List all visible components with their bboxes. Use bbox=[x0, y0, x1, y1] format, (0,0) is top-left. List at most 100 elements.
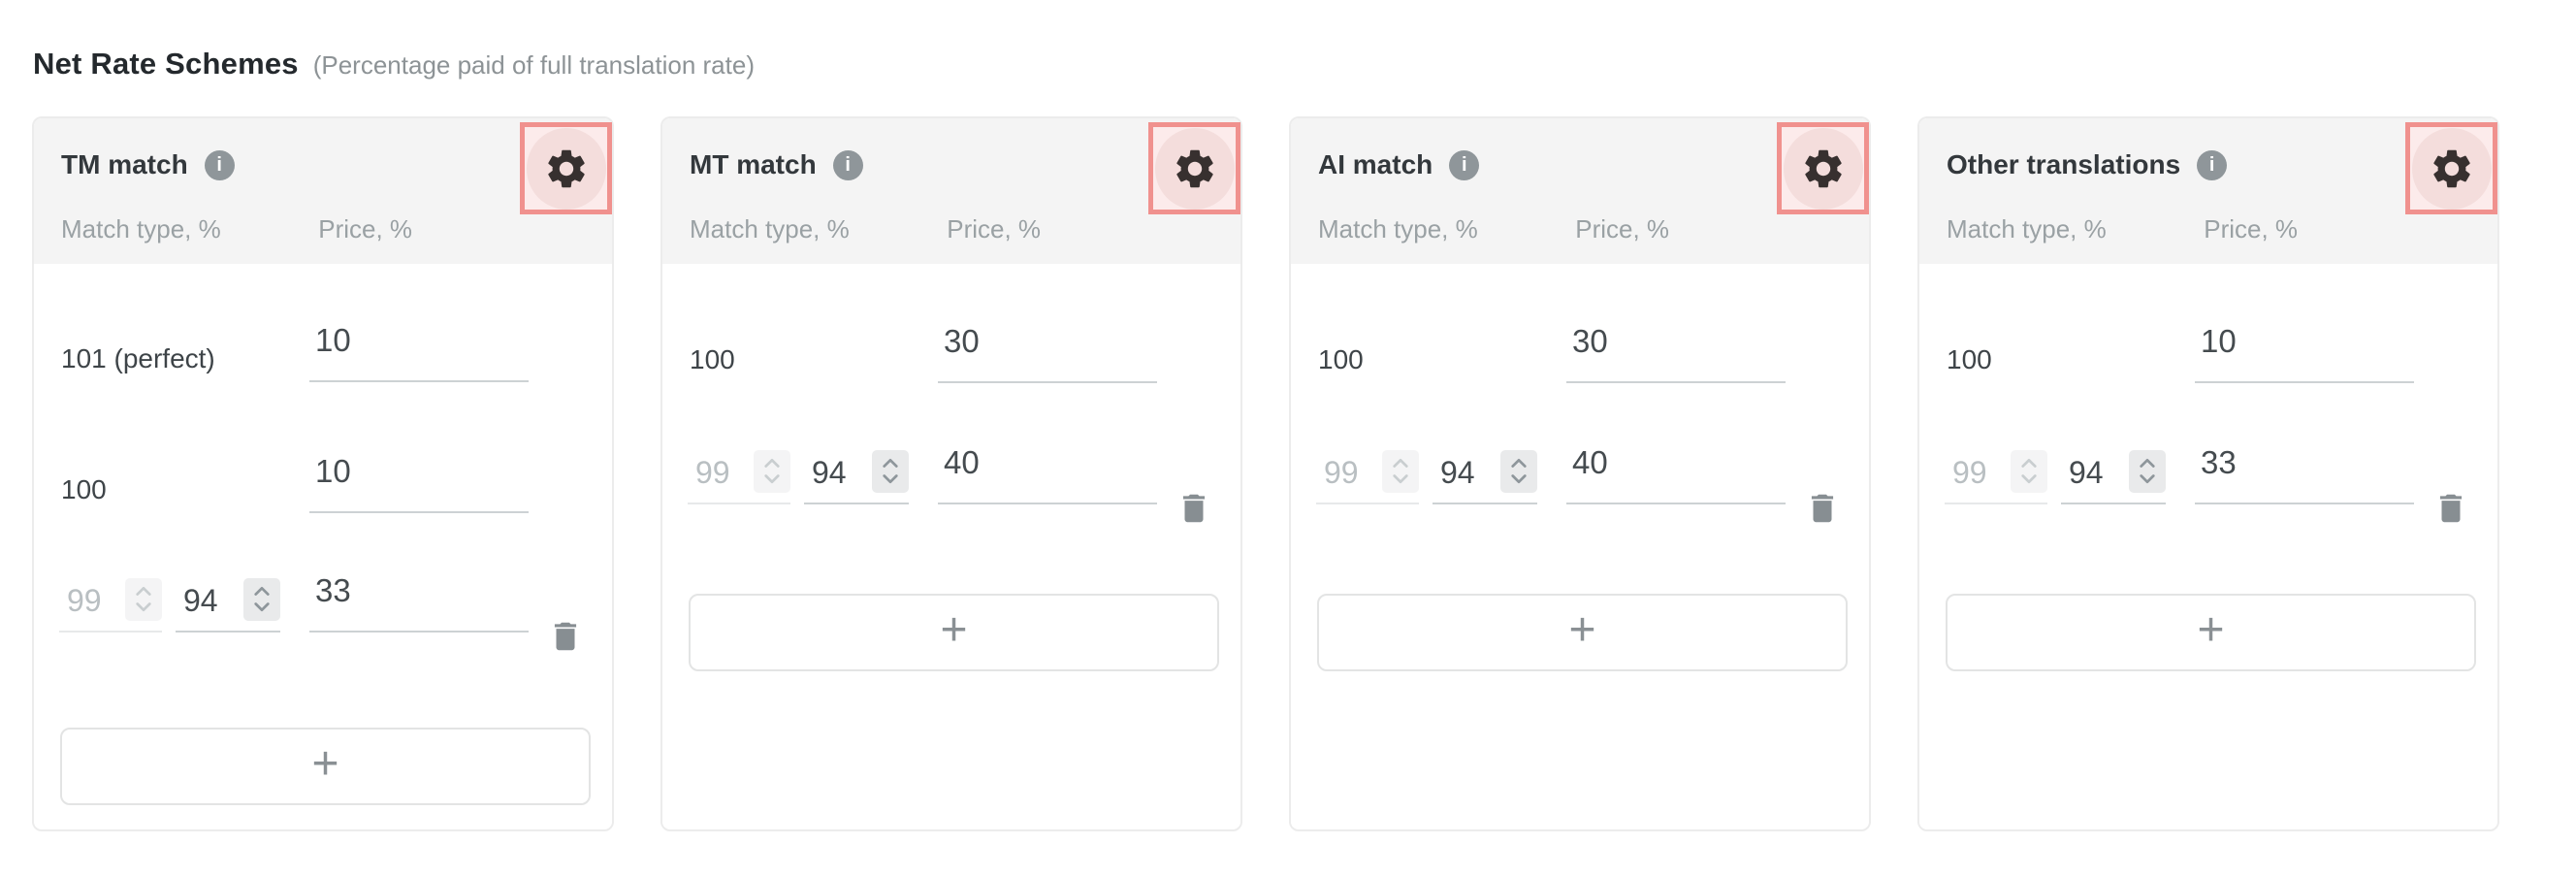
card-title: TM match bbox=[61, 149, 188, 179]
rate-row-range bbox=[1919, 427, 2497, 522]
stepper-to[interactable] bbox=[243, 578, 280, 621]
card-body: 100 bbox=[1291, 264, 1869, 829]
plus-icon: + bbox=[311, 738, 339, 790]
range-from-group bbox=[59, 570, 162, 633]
delete-row-button[interactable] bbox=[1175, 487, 1213, 532]
range-from-input bbox=[688, 455, 752, 503]
column-header-match-type: Match type, % bbox=[61, 214, 221, 243]
column-header-price: Price, % bbox=[1575, 214, 1670, 243]
plus-icon: + bbox=[940, 604, 968, 656]
range-from-group bbox=[1316, 442, 1419, 504]
card-title: AI match bbox=[1318, 149, 1433, 179]
settings-button[interactable] bbox=[520, 122, 612, 214]
rate-row: 100 bbox=[662, 306, 1240, 383]
info-icon[interactable]: i bbox=[2197, 149, 2228, 180]
match-type-label: 101 (perfect) bbox=[61, 343, 215, 373]
rate-card-other-translations: Other translations i Match type, % Price… bbox=[1917, 116, 2499, 831]
price-input[interactable] bbox=[938, 311, 1157, 383]
add-row-button[interactable]: + bbox=[1317, 594, 1848, 671]
card-body: 100 bbox=[1919, 264, 2497, 829]
card-header: MT match i Match type, % Price, % bbox=[662, 118, 1240, 264]
rate-card-tm-match: TM match i Match type, % Price, % 101 (p… bbox=[32, 116, 614, 831]
column-header-match-type: Match type, % bbox=[1318, 214, 1478, 243]
up-down-chevrons-icon bbox=[1511, 458, 1527, 484]
rate-card-ai-match: AI match i Match type, % Price, % 100 bbox=[1289, 116, 1871, 831]
range-to-input[interactable] bbox=[176, 583, 240, 631]
card-header: Other translations i Match type, % Price… bbox=[1919, 118, 2497, 264]
up-down-chevrons-icon bbox=[136, 586, 151, 612]
column-header-match-type: Match type, % bbox=[690, 214, 850, 243]
range-to-group bbox=[176, 570, 280, 633]
trash-icon bbox=[1811, 494, 1834, 522]
gear-highlight-halo bbox=[1783, 127, 1863, 210]
trash-icon bbox=[2439, 494, 2463, 522]
add-row-button[interactable]: + bbox=[60, 728, 591, 805]
match-type-label: 100 bbox=[61, 474, 107, 504]
stepper-to[interactable] bbox=[872, 450, 909, 493]
page-title: Net Rate Schemes bbox=[33, 47, 299, 81]
rate-row: 100 bbox=[1291, 306, 1869, 383]
column-header-price: Price, % bbox=[318, 214, 413, 243]
up-down-chevrons-icon bbox=[2021, 458, 2037, 484]
gear-icon bbox=[2432, 149, 2470, 187]
rate-row-range bbox=[34, 555, 612, 650]
gear-highlight-halo bbox=[2411, 127, 2492, 210]
settings-button[interactable] bbox=[2405, 122, 2497, 214]
card-title: Other translations bbox=[1947, 149, 2181, 179]
rate-row: 100 bbox=[34, 436, 612, 513]
price-input[interactable] bbox=[938, 433, 1157, 504]
price-input[interactable] bbox=[1566, 433, 1786, 504]
range-to-group bbox=[1433, 442, 1537, 504]
delete-row-button[interactable] bbox=[2431, 487, 2470, 532]
card-body: 101 (perfect) 100 bbox=[34, 264, 612, 829]
gear-highlight-halo bbox=[1154, 127, 1235, 210]
match-type-label: 100 bbox=[690, 344, 735, 374]
range-to-input[interactable] bbox=[2061, 455, 2125, 503]
gear-icon bbox=[547, 149, 585, 187]
settings-button[interactable] bbox=[1148, 122, 1240, 214]
price-input[interactable] bbox=[2195, 433, 2414, 504]
plus-icon: + bbox=[1568, 604, 1596, 656]
gear-icon bbox=[1175, 149, 1213, 187]
stepper-from bbox=[125, 578, 162, 621]
stepper-from bbox=[1382, 450, 1419, 493]
range-from-input bbox=[1316, 455, 1380, 503]
price-input[interactable] bbox=[2195, 311, 2414, 383]
stepper-to[interactable] bbox=[2129, 450, 2166, 493]
settings-button[interactable] bbox=[1777, 122, 1869, 214]
trash-icon bbox=[554, 622, 577, 650]
range-to-input[interactable] bbox=[804, 455, 868, 503]
add-row-button[interactable]: + bbox=[689, 594, 1219, 671]
range-to-input[interactable] bbox=[1433, 455, 1497, 503]
up-down-chevrons-icon bbox=[1393, 458, 1408, 484]
delete-row-button[interactable] bbox=[1803, 487, 1842, 532]
price-input[interactable] bbox=[309, 561, 529, 633]
range-from-group bbox=[688, 442, 790, 504]
match-type-label: 100 bbox=[1318, 344, 1364, 374]
info-icon[interactable]: i bbox=[832, 149, 863, 180]
match-type-label: 100 bbox=[1947, 344, 1992, 374]
card-body: 100 bbox=[662, 264, 1240, 829]
column-header-price: Price, % bbox=[2204, 214, 2299, 243]
page-subtitle: (Percentage paid of full translation rat… bbox=[312, 50, 755, 80]
info-icon[interactable]: i bbox=[1449, 149, 1480, 180]
rate-row: 100 bbox=[1919, 306, 2497, 383]
up-down-chevrons-icon bbox=[764, 458, 780, 484]
price-input[interactable] bbox=[1566, 311, 1786, 383]
add-row-button[interactable]: + bbox=[1946, 594, 2476, 671]
plus-icon: + bbox=[2197, 604, 2225, 656]
price-input[interactable] bbox=[309, 310, 529, 382]
range-from-input bbox=[59, 583, 123, 631]
up-down-chevrons-icon bbox=[883, 458, 898, 484]
rate-row: 101 (perfect) bbox=[34, 305, 612, 382]
card-header: TM match i Match type, % Price, % bbox=[34, 118, 612, 264]
price-input[interactable] bbox=[309, 441, 529, 513]
info-icon[interactable]: i bbox=[204, 149, 235, 180]
range-from-group bbox=[1945, 442, 2047, 504]
rate-cards-strip: TM match i Match type, % Price, % 101 (p… bbox=[32, 116, 2499, 831]
delete-row-button[interactable] bbox=[546, 615, 585, 660]
stepper-to[interactable] bbox=[1500, 450, 1537, 493]
rate-card-mt-match: MT match i Match type, % Price, % 100 bbox=[660, 116, 1242, 831]
stepper-from bbox=[2011, 450, 2047, 493]
